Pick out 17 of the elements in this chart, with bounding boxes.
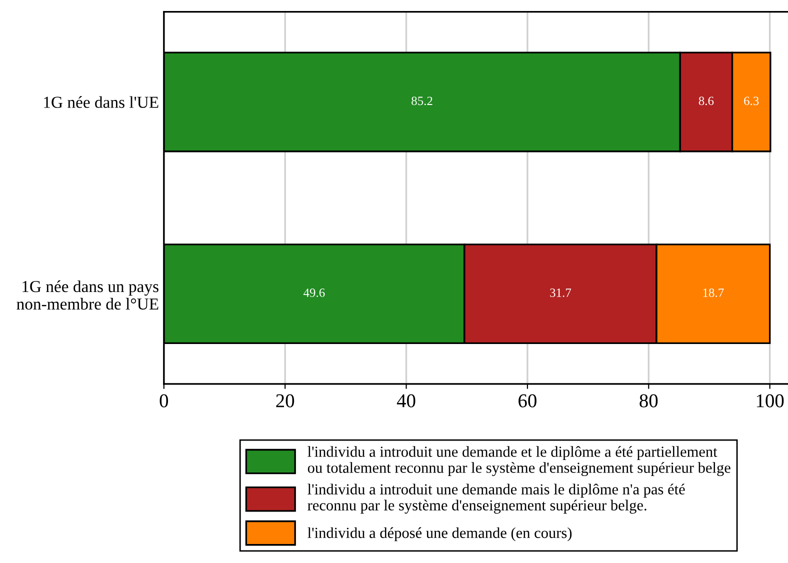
x-tick-label: 40 [396,394,416,408]
legend-label: l'individu a introduit une demande et le diplôme a été partiellement ou totalement reconnu par le système d'enseignement supérieur belge [308,446,730,476]
x-tick-label: 0 [160,394,168,408]
data-label: 18.7 [703,288,724,297]
data-label: 31.7 [550,288,572,297]
data-label: 49.6 [303,288,325,297]
data-label: 8.6 [698,96,714,106]
x-tick-label: 80 [640,394,658,408]
legend-label: l'individu a déposé une demande (en cours) [308,527,572,542]
x-tick-label: 100 [756,394,784,408]
x-tick-label: 60 [518,394,536,408]
y-tick-label: 1G née dans un pays non-membre de l°UE [16,280,158,310]
data-label: 85.2 [412,96,432,106]
legend-label: l'individu a introduit une demande mais le diplôme n'a pas été reconnu par le système d'enseignement supérieur belge. [308,484,685,514]
y-tick-label: 1G née dans l'UE [44,96,158,108]
x-tick-label: 20 [276,394,294,408]
data-label: 6.3 [744,96,759,106]
